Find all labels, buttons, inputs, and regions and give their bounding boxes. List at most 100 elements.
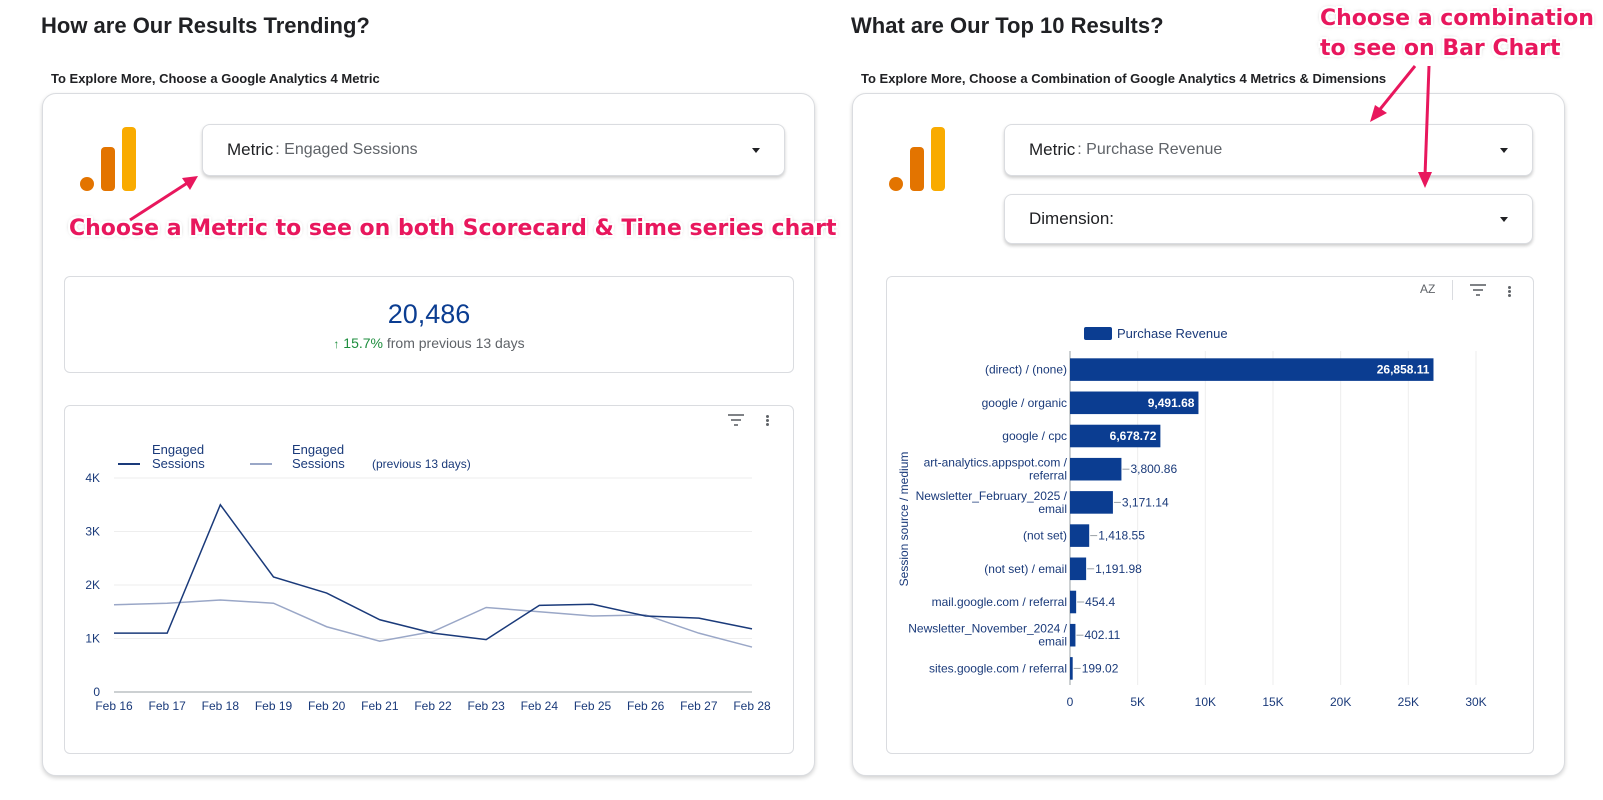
x-tick-label: Feb 16	[95, 699, 133, 713]
revenue-metric-dropdown-value: : Purchase Revenue	[1077, 141, 1223, 158]
x-tick-label: 5K	[1130, 695, 1145, 709]
annotation-arrow-icon	[1370, 65, 1432, 188]
bar	[1070, 391, 1199, 415]
revenue-metric-dropdown-label: Metric	[1029, 140, 1076, 159]
filter-icon[interactable]	[1469, 283, 1487, 297]
scorecard-delta-percent: 15.7%	[343, 335, 383, 351]
data-label: 3,171.14	[1122, 495, 1169, 509]
category-label: google / cpc	[1002, 429, 1067, 443]
category-label: (not set)	[1023, 529, 1067, 543]
bar-chart: 0 5K 10K 15K 20K 25K 30K Session source / mediu…	[897, 351, 1487, 709]
bar	[1070, 491, 1113, 514]
x-tick-label: Feb 24	[521, 699, 559, 713]
y-tick-label: 4K	[85, 471, 100, 485]
time-series-chart-card[interactable]	[64, 405, 794, 754]
y-tick-label: 2K	[85, 578, 100, 592]
legend-swatch-revenue	[1084, 327, 1112, 340]
bar	[1070, 424, 1161, 448]
y-tick-label: 0	[93, 685, 100, 699]
category-label: email	[1038, 502, 1067, 516]
bar	[1070, 358, 1434, 381]
metric-dropdown-label: Metric	[227, 140, 274, 159]
filter-icon[interactable]	[727, 413, 745, 427]
bar	[1070, 557, 1087, 581]
y-axis-label: Session source / medium	[897, 452, 911, 587]
bar	[1070, 623, 1076, 647]
series-line-current	[114, 503, 753, 641]
data-label: 1,191.98	[1095, 562, 1142, 576]
x-tick-label: 0	[1067, 695, 1074, 709]
legend-swatch-current	[118, 463, 140, 465]
right-section-subtitle: To Explore More, Choose a Combination of…	[861, 71, 1387, 86]
x-tick-label: Feb 17	[148, 699, 186, 713]
category-label: Newsletter_November_2024 /	[908, 622, 1067, 636]
legend-item-previous-suffix: (previous 13 days)	[372, 457, 471, 471]
bar	[1070, 590, 1077, 614]
legend-item-revenue: Purchase Revenue	[1117, 326, 1228, 341]
series-line-previous	[113, 599, 753, 648]
x-tick-label: 25K	[1398, 695, 1419, 709]
line-chart-legend: Engaged Sessions Engaged Sessions (previou…	[118, 443, 538, 473]
x-tick-label: Feb 26	[627, 699, 665, 713]
sort-az-icon[interactable]: AZ	[1420, 282, 1436, 296]
arrow-up-icon: ↑	[333, 337, 340, 351]
legend-item-current: Engaged Sessions	[152, 442, 205, 471]
category-label: (not set) / email	[984, 562, 1067, 576]
toolbar-divider	[1452, 280, 1453, 300]
category-label: Newsletter_February_2025 /	[916, 489, 1068, 503]
x-tick-label: Feb 20	[308, 699, 346, 713]
category-label: (direct) / (none)	[985, 363, 1067, 377]
category-label: email	[1038, 635, 1067, 649]
dimension-dropdown-label: Dimension:	[1029, 209, 1115, 228]
data-label: 199.02	[1082, 661, 1119, 675]
scorecard-value: 20,486	[387, 299, 471, 329]
category-label: sites.google.com / referral	[929, 661, 1067, 675]
metric-annotation: Choose a Metric to see on both Scorecard…	[69, 216, 837, 241]
metric-dropdown-value: : Engaged Sessions	[275, 141, 418, 158]
left-section-subtitle: To Explore More, Choose a Google Analyti…	[51, 71, 380, 86]
line-chart: 0 1K 2K 3K 4K Feb 16 Feb 17 Feb 18 Feb 19 Feb 20 F…	[85, 471, 771, 713]
chevron-down-icon	[1500, 147, 1508, 153]
category-label: art-analytics.appspot.com /	[924, 456, 1068, 470]
scorecard[interactable]: 20,486 ↑ 15.7% from previous 13 days	[64, 276, 794, 373]
legend-item-previous: Engaged Sessions	[292, 442, 345, 471]
metric-dropdown[interactable]: Metric : Engaged Sessions	[202, 124, 785, 176]
more-menu-icon[interactable]	[1508, 285, 1511, 298]
data-label: 26,858.11	[1377, 363, 1430, 377]
x-tick-label: 20K	[1330, 695, 1351, 709]
category-label: google / organic	[982, 396, 1067, 410]
bar-chart-card[interactable]	[886, 276, 1534, 754]
x-tick-label: Feb 22	[414, 699, 452, 713]
data-label: 454.4	[1085, 595, 1115, 609]
x-tick-label: Feb 25	[574, 699, 612, 713]
x-tick-label: Feb 19	[255, 699, 293, 713]
x-tick-label: 15K	[1262, 695, 1283, 709]
google-analytics-logo	[889, 127, 945, 191]
bar	[1070, 657, 1073, 680]
google-analytics-logo	[80, 127, 136, 191]
revenue-metric-dropdown[interactable]: Metric : Purchase Revenue	[1004, 124, 1533, 176]
left-section-title: How are Our Results Trending?	[41, 13, 370, 38]
category-label: referral	[1029, 469, 1067, 483]
x-tick-label: Feb 23	[467, 699, 505, 713]
x-tick-label: 10K	[1195, 695, 1216, 709]
bar	[1070, 457, 1122, 481]
x-tick-label: Feb 27	[680, 699, 718, 713]
data-label: 6,678.72	[1110, 429, 1157, 443]
right-section-title: What are Our Top 10 Results?	[851, 13, 1164, 38]
scorecard-delta: ↑ 15.7% from previous 13 days	[65, 335, 793, 351]
dimension-dropdown[interactable]: Dimension:	[1004, 194, 1533, 244]
y-tick-label: 3K	[85, 525, 100, 539]
chevron-down-icon	[1500, 216, 1508, 222]
x-tick-label: Feb 28	[733, 699, 771, 713]
more-menu-icon[interactable]	[766, 414, 769, 427]
x-tick-label: 30K	[1465, 695, 1486, 709]
data-label: 402.11	[1084, 628, 1120, 642]
data-label: 1,418.55	[1098, 529, 1145, 543]
x-tick-label: Feb 21	[361, 699, 399, 713]
data-label: 3,800.86	[1130, 462, 1177, 476]
bar	[1070, 524, 1090, 547]
chevron-down-icon	[752, 147, 760, 153]
legend-swatch-previous	[250, 463, 272, 465]
x-tick-label: Feb 18	[202, 699, 240, 713]
